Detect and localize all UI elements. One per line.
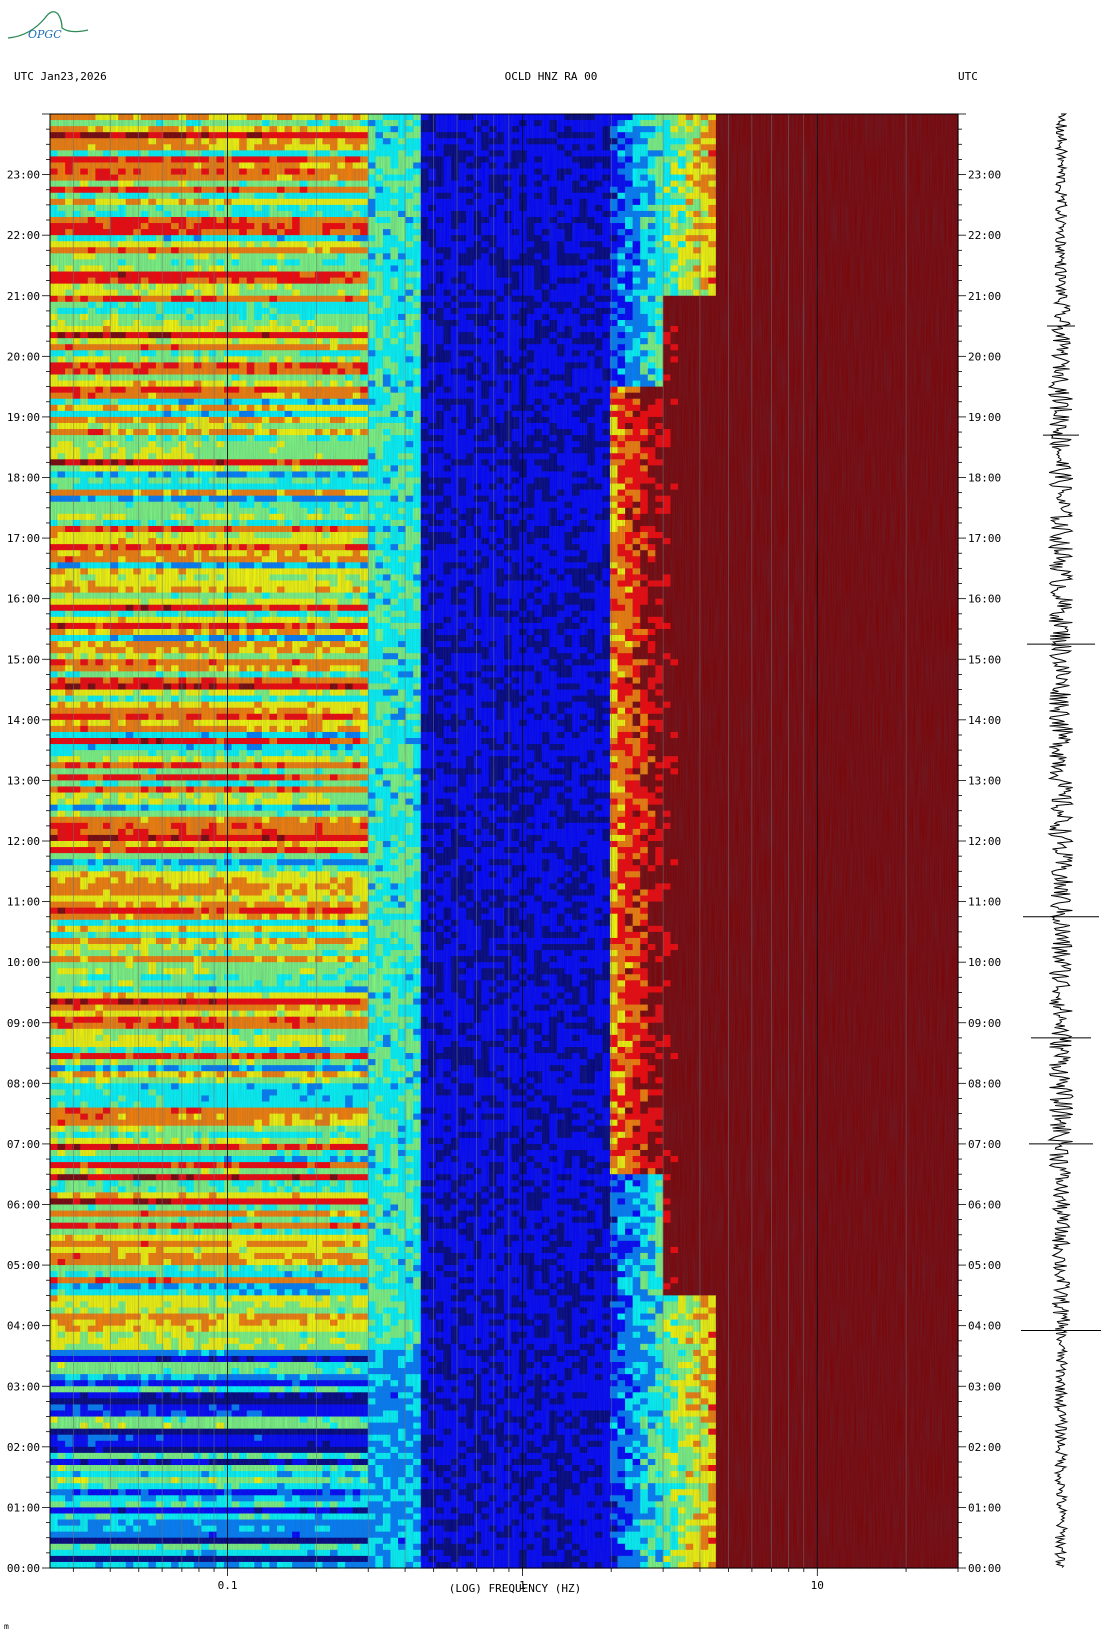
logo-text: OPGC bbox=[28, 28, 62, 41]
header-date-label: UTC Jan23,2026 bbox=[14, 70, 107, 83]
opgc-logo: OPGC bbox=[7, 11, 89, 41]
station-title: OCLD HNZ RA 00 bbox=[0, 70, 1102, 83]
header-utc-label: UTC bbox=[958, 70, 978, 83]
